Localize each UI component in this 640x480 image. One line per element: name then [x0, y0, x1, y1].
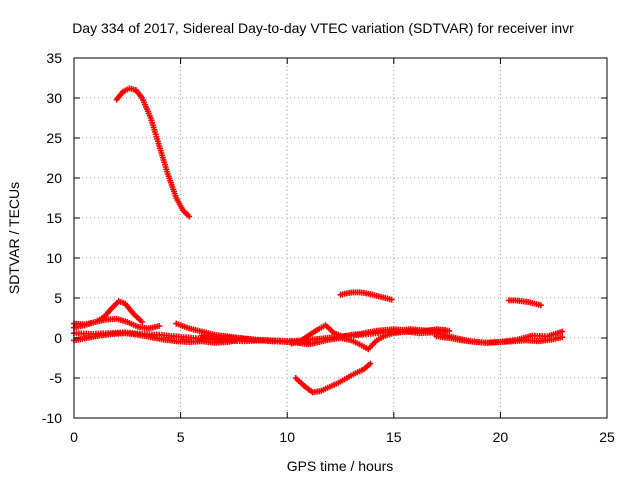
grid-lines [74, 58, 607, 418]
series-arc-1 [113, 85, 193, 220]
y-tick-label: 25 [46, 130, 62, 146]
data-point [559, 328, 566, 335]
plot-frame [73, 57, 608, 419]
x-tick-label: 25 [599, 429, 615, 445]
y-tick-label: -5 [50, 370, 63, 386]
x-tick-label: 15 [386, 429, 402, 445]
y-tick-label: 30 [46, 90, 62, 106]
series-arc-11 [337, 289, 395, 303]
axis-ticks: 0 5 10 15 20 25 -10 -5 0 5 10 15 20 25 30 35 [42, 50, 615, 445]
data-point [156, 323, 163, 329]
data-point [559, 334, 566, 341]
x-tick-label: 0 [70, 429, 78, 445]
x-tick-label: 10 [279, 429, 295, 445]
data-point [367, 360, 374, 367]
data-point [139, 319, 146, 325]
series-arc-13 [505, 297, 544, 309]
y-tick-label: 35 [46, 50, 62, 66]
y-tick-label: -10 [42, 410, 62, 426]
data-point [388, 296, 395, 303]
data-point [186, 213, 193, 220]
series-arc-3 [71, 315, 163, 332]
y-tick-label: 15 [46, 210, 62, 226]
series-arc-14 [422, 328, 566, 346]
y-tick-label: 5 [54, 290, 62, 306]
data-point [537, 302, 544, 309]
x-tick-label: 20 [493, 429, 509, 445]
data-points [71, 85, 566, 396]
chart-title: Day 334 of 2017, Sidereal Day-to-day VTE… [72, 20, 574, 36]
y-tick-label: 20 [46, 170, 62, 186]
y-tick-label: 10 [46, 250, 62, 266]
series-arc-10 [292, 360, 374, 396]
y-tick-label: 0 [54, 330, 62, 346]
y-axis-label: SDTVAR / TECUs [6, 182, 22, 294]
x-tick-label: 5 [177, 429, 185, 445]
x-axis-label: GPS time / hours [287, 458, 394, 474]
